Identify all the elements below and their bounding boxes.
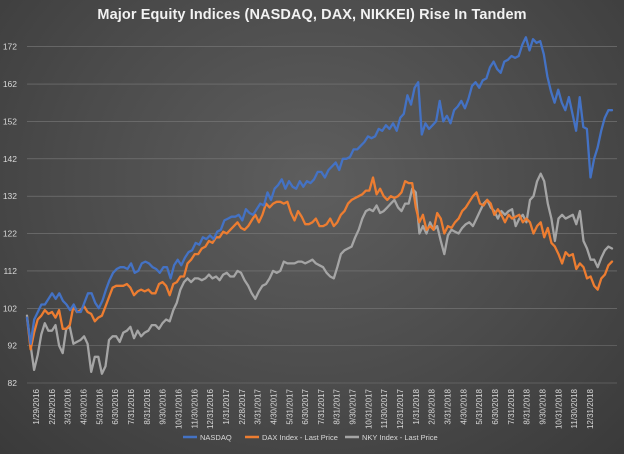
x-tick-label: 7/31/2016 <box>127 388 136 424</box>
x-tick-label: 6/30/2016 <box>111 388 120 424</box>
legend-label: NKY Index - Last Price <box>362 433 438 442</box>
chart-title: Major Equity Indices (NASDAQ, DAX, NIKKE… <box>97 7 527 23</box>
y-tick-label: 132 <box>3 191 17 201</box>
x-tick-label: 10/31/2016 <box>174 388 183 429</box>
x-tick-label: 10/31/2018 <box>554 388 563 429</box>
x-tick-label: 3/31/2016 <box>64 388 73 424</box>
legend: NASDAQ DAX Index - Last Price NKY Index - … <box>183 433 438 442</box>
x-tick-label: 7/31/2017 <box>317 388 326 424</box>
y-tick-label: 122 <box>3 229 17 239</box>
series-lines <box>25 36 614 375</box>
y-tick-label: 142 <box>3 154 17 164</box>
y-tick-label: 152 <box>3 116 17 126</box>
x-tick-label: 8/31/2017 <box>333 388 342 424</box>
x-axis-ticks: 1/29/2016 2/29/2016 3/31/2016 4/30/2016 5/31… <box>32 388 595 429</box>
series-line-0 <box>25 36 614 345</box>
x-tick-label: 11/30/2016 <box>190 388 199 428</box>
y-axis-ticks: 82 92 102 112 122 132 142 152 162 172 <box>3 42 17 388</box>
y-tick-label: 162 <box>3 79 17 89</box>
y-tick-label: 102 <box>3 303 17 313</box>
y-tick-label: 112 <box>3 266 17 276</box>
x-tick-label: 12/31/2017 <box>396 388 405 429</box>
x-tick-label: 6/30/2017 <box>301 388 310 424</box>
x-tick-label: 9/30/2016 <box>159 388 168 424</box>
x-tick-label: 2/28/2017 <box>238 388 247 424</box>
x-tick-label: 12/31/2016 <box>206 388 215 429</box>
x-tick-label: 2/29/2016 <box>48 388 57 424</box>
x-tick-label: 8/31/2016 <box>143 388 152 424</box>
x-tick-label: 5/31/2017 <box>285 388 294 424</box>
x-tick-label: 6/30/2018 <box>491 388 500 424</box>
series-line-1 <box>25 176 614 351</box>
x-tick-label: 5/31/2016 <box>95 388 104 424</box>
x-tick-label: 3/31/2017 <box>254 388 263 424</box>
x-tick-label: 10/31/2017 <box>364 388 373 429</box>
x-tick-label: 11/30/2018 <box>570 388 579 428</box>
gridlines <box>27 46 617 384</box>
legend-label: NASDAQ <box>200 433 232 442</box>
x-tick-label: 5/31/2018 <box>475 388 484 424</box>
x-tick-label: 4/30/2018 <box>459 388 468 424</box>
x-tick-label: 12/31/2018 <box>586 388 595 429</box>
x-tick-label: 4/30/2016 <box>79 388 88 424</box>
x-tick-label: 3/31/2018 <box>444 388 453 424</box>
x-tick-label: 7/31/2018 <box>507 388 516 424</box>
x-tick-label: 8/31/2018 <box>523 388 532 424</box>
x-tick-label: 1/31/2017 <box>222 388 231 424</box>
x-tick-label: 4/30/2017 <box>269 388 278 424</box>
x-tick-label: 1/29/2016 <box>32 388 41 424</box>
series-line-2 <box>25 172 614 375</box>
y-tick-label: 172 <box>3 42 17 52</box>
x-tick-label: 9/30/2018 <box>539 388 548 424</box>
y-tick-label: 82 <box>8 378 18 388</box>
x-tick-label: 2/28/2018 <box>428 388 437 424</box>
legend-label: DAX Index - Last Price <box>262 433 338 442</box>
x-tick-label: 11/30/2017 <box>380 388 389 428</box>
x-tick-label: 9/30/2017 <box>349 388 358 424</box>
x-tick-label: 1/31/2018 <box>412 388 421 424</box>
y-tick-label: 92 <box>8 341 18 351</box>
